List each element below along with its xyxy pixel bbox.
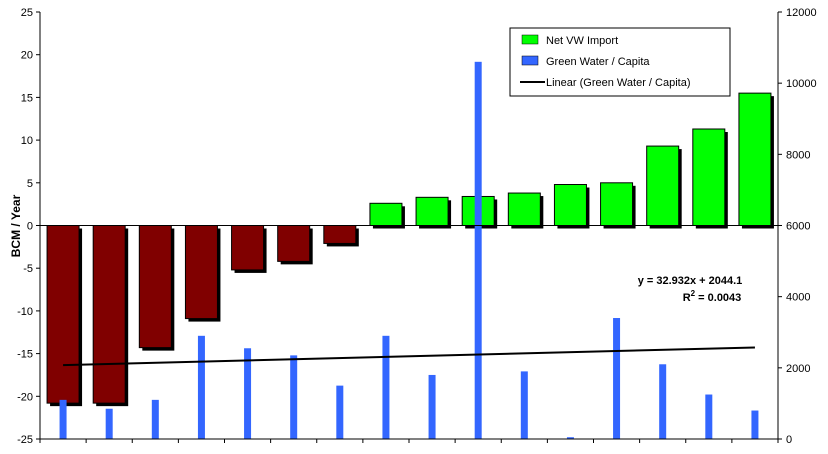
net-vw-bar-8: [415, 196, 449, 226]
net-vw-bar-1: [92, 225, 126, 404]
net-vw-bar-3: [184, 225, 218, 320]
green-water-bar-13: [659, 364, 667, 439]
trendline: [63, 346, 755, 367]
regression-annotation: y = 32.932x + 2044.1 R2 = 0.0043: [638, 275, 743, 304]
net-vw-bar-14: [692, 128, 726, 226]
green-water-bar-2: [151, 399, 159, 439]
net-vw-bar-7: [369, 202, 403, 227]
net-vw-bar-2: [138, 225, 172, 349]
net-vw-bar-10: [507, 192, 541, 227]
left-tick-label-4: 5: [27, 178, 33, 190]
right-tick-label-5: 2000: [786, 363, 810, 375]
green-water-bar-15: [751, 410, 759, 439]
right-tick-label-1: 10000: [786, 78, 817, 90]
net-vw-bar-11: [553, 184, 587, 226]
green-water-bar-5: [290, 355, 298, 439]
right-tick-label-3: 6000: [786, 221, 810, 233]
y-axis-title: BCM / Year: [9, 194, 23, 257]
regression-equation: y = 32.932x + 2044.1: [638, 275, 743, 287]
green-water-bar-12: [613, 318, 621, 439]
net-vw-bar-12: [600, 182, 634, 227]
left-tick-label-2: 15: [21, 92, 33, 104]
legend-swatch-0: [521, 34, 539, 45]
net-vw-bar-15: [738, 92, 772, 226]
green-water-bar-10: [520, 371, 528, 439]
green-water-bar-0: [59, 399, 67, 439]
left-axis-ticks: 25 20 15 10 5 0 -5 -10 -15 -20 -25: [17, 7, 40, 446]
green-water-bars: [59, 61, 759, 440]
legend-label-2: Linear (Green Water / Capita): [546, 77, 690, 89]
left-tick-label-8: -15: [17, 349, 33, 361]
legend: Net VW Import Green Water / Capita Linear …: [509, 27, 731, 97]
legend-label-0: Net VW Import: [546, 35, 618, 47]
green-water-bar-7: [382, 335, 390, 439]
legend-swatch-1: [521, 55, 539, 66]
legend-box: [509, 27, 731, 97]
green-water-bar-6: [336, 385, 344, 439]
right-axis-ticks: 12000 10000 8000 6000 4000 2000 0: [778, 7, 817, 446]
right-tick-label-6: 0: [786, 434, 792, 446]
right-tick-label-0: 12000: [786, 7, 817, 19]
left-tick-label-5: 0: [27, 221, 33, 233]
left-tick-label-9: -20: [17, 391, 33, 403]
green-water-bar-8: [428, 374, 436, 439]
regression-r2: R2 = 0.0043: [683, 289, 742, 304]
left-tick-label-3: 10: [21, 135, 33, 147]
left-tick-label-10: -25: [17, 434, 33, 446]
legend-label-1: Green Water / Capita: [546, 56, 650, 68]
green-water-bar-11: [566, 437, 574, 439]
left-tick-label-1: 20: [21, 50, 33, 62]
green-water-bar-3: [197, 335, 205, 439]
green-water-bar-1: [105, 408, 113, 439]
green-water-bar-4: [244, 348, 252, 439]
left-tick-label-0: 25: [21, 7, 33, 19]
green-water-bar-14: [705, 394, 713, 439]
left-tick-label-7: -10: [17, 306, 33, 318]
net-vw-bar-6: [323, 225, 357, 244]
net-vw-bar-4: [231, 225, 265, 271]
right-tick-label-4: 4000: [786, 292, 810, 304]
right-tick-label-2: 8000: [786, 149, 810, 161]
net-vw-bar-13: [646, 145, 680, 226]
net-vw-bar-5: [277, 225, 311, 262]
net-vw-bar-0: [46, 225, 80, 404]
green-water-bar-9: [474, 61, 482, 440]
left-tick-label-6: -5: [23, 263, 33, 275]
trendline-group: [63, 346, 755, 367]
net-vw-import-bars: [46, 92, 774, 407]
